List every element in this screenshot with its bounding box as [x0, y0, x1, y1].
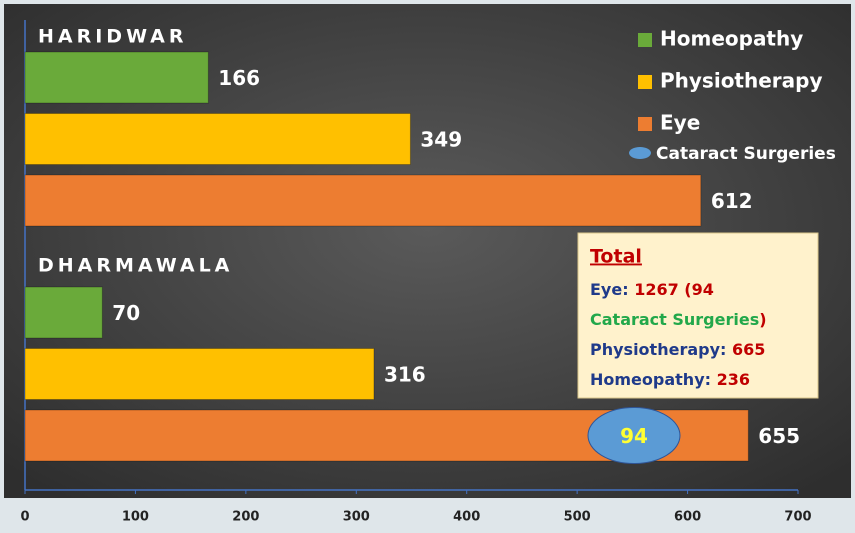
cataract-label: 94: [620, 424, 648, 448]
totals-segment: 665: [732, 340, 765, 359]
legend-label: Cataract Surgeries: [656, 144, 836, 164]
x-tick-label: 500: [564, 510, 591, 525]
totals-box: [577, 232, 819, 399]
legend-label: Homeopathy: [660, 27, 803, 51]
data-label: 316: [384, 363, 426, 387]
x-tick-label: 100: [122, 510, 149, 525]
totals-title: Total: [590, 246, 642, 268]
totals-line: Cataract Surgeries): [590, 310, 767, 329]
bar: [24, 51, 209, 104]
x-tick-label: 400: [453, 510, 480, 525]
x-tick-label: 700: [784, 510, 811, 525]
data-label: 655: [758, 424, 800, 448]
x-tick-label: 300: [343, 510, 370, 525]
data-label: 612: [711, 189, 753, 213]
legend-swatch: [629, 147, 651, 159]
totals-line: Physiotherapy: 665: [590, 340, 765, 359]
data-label: 70: [112, 301, 140, 325]
totals-line: Homeopathy: 236: [590, 370, 750, 389]
x-tick-label: 600: [674, 510, 701, 525]
group-label: DHARMAWALA: [38, 255, 233, 277]
totals-segment: ): [759, 310, 766, 329]
x-tick-label: 0: [20, 510, 29, 525]
bar: [24, 113, 411, 165]
bar: [24, 286, 103, 339]
cataract-marker: [587, 407, 681, 464]
legend-swatch: [638, 33, 652, 47]
legend-label: Eye: [660, 111, 700, 135]
x-tick-label: 200: [232, 510, 259, 525]
legend-label: Physiotherapy: [660, 69, 823, 93]
group-label: HARIDWAR: [38, 26, 188, 48]
totals-segment: 236: [717, 370, 750, 389]
totals-segment: Physiotherapy:: [590, 340, 732, 359]
totals-segment: Cataract Surgeries: [590, 310, 759, 329]
legend-swatch: [638, 117, 652, 131]
bar: [24, 348, 375, 400]
data-label: 166: [218, 66, 260, 90]
legend-swatch: [638, 75, 652, 89]
totals-segment: Homeopathy:: [590, 370, 717, 389]
totals-segment: 1267 (94: [634, 280, 714, 299]
bar: [24, 174, 702, 227]
data-label: 349: [420, 128, 462, 152]
totals-segment: Eye:: [590, 280, 634, 299]
totals-line: Eye: 1267 (94: [590, 280, 714, 299]
